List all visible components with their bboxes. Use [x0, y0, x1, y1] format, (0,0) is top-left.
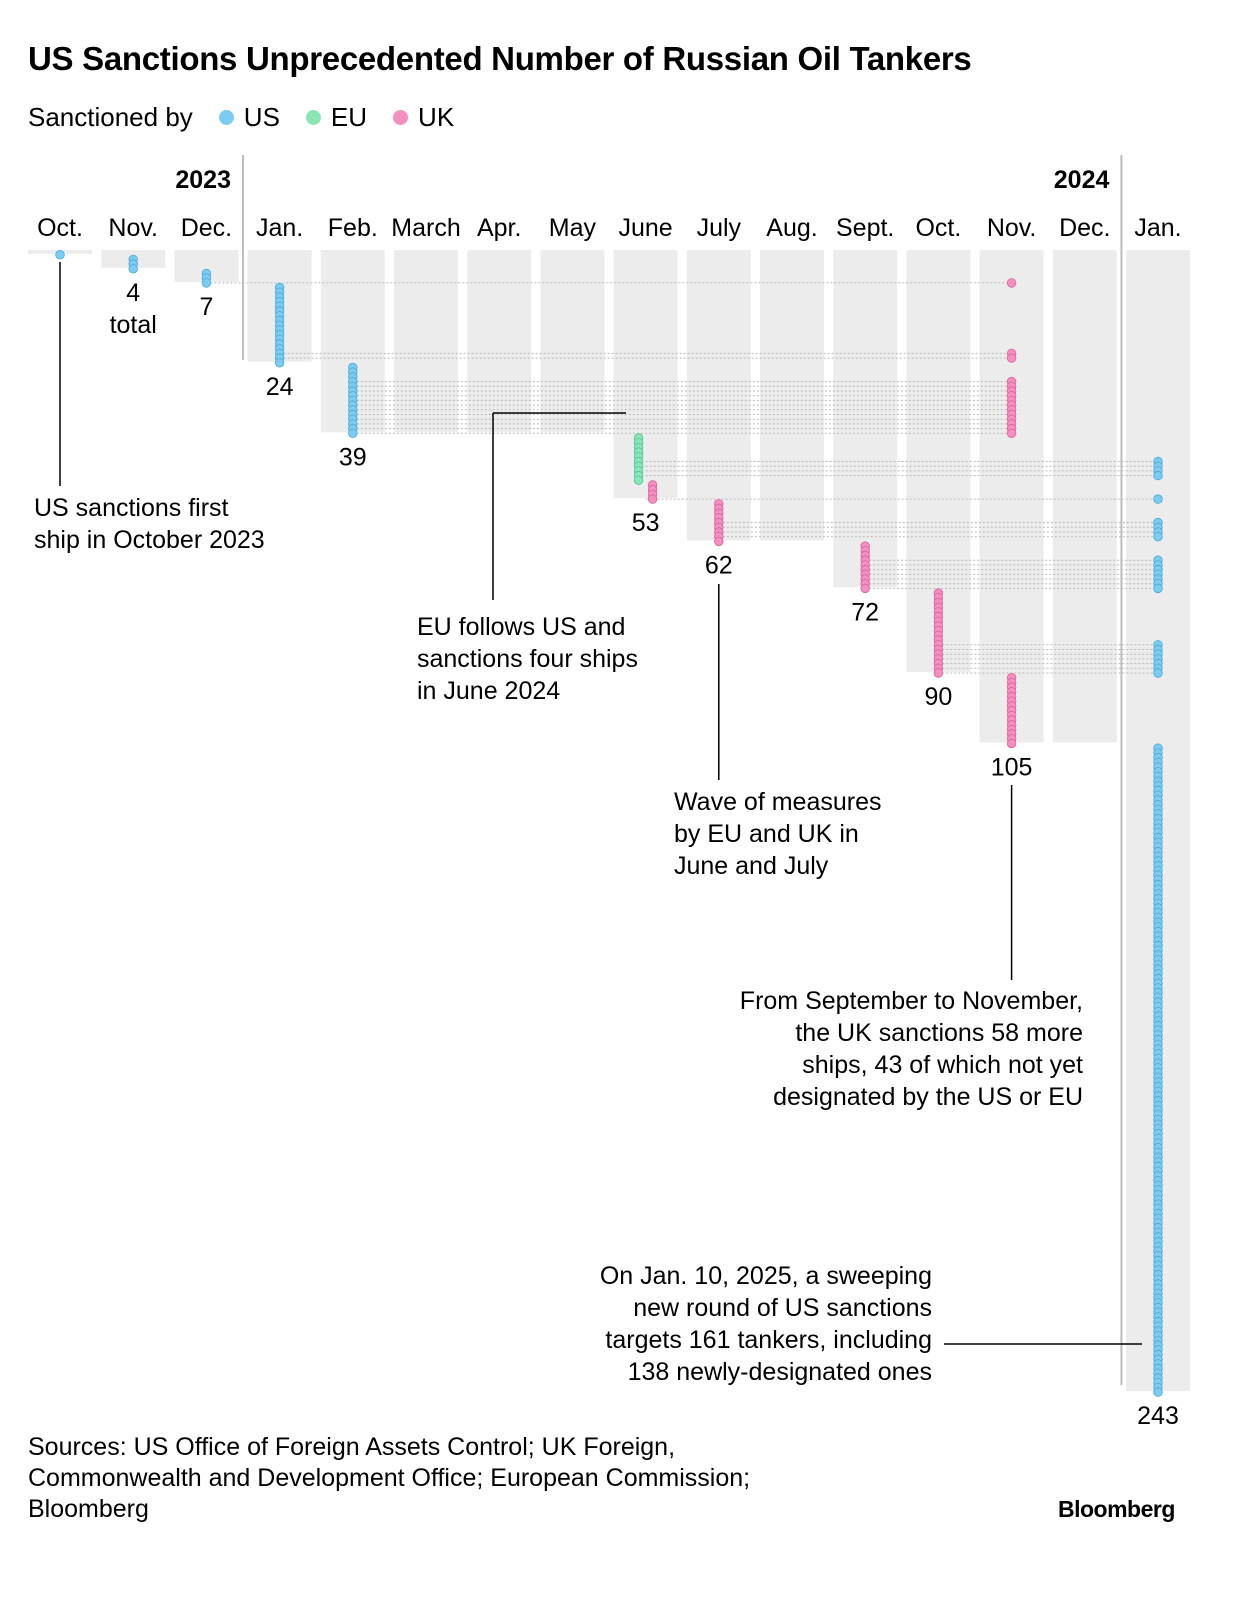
- month-label: Aug.: [766, 214, 817, 242]
- ship-dot-eu: [633, 475, 644, 486]
- legend-text-us: US: [243, 102, 280, 132]
- ship-dot-uk: [933, 668, 944, 678]
- annotation-uk-sept-nov: From September to November, the UK sanct…: [740, 985, 1083, 1113]
- redesignation-dot-us: [1153, 668, 1163, 678]
- ship-dot-uk: [714, 536, 724, 547]
- year-label: 2023: [175, 166, 231, 194]
- month-label: Jan.: [256, 214, 303, 242]
- ship-dot-us: [55, 249, 65, 260]
- ship-dot-uk: [860, 583, 870, 594]
- legend-item-us: US: [218, 102, 280, 133]
- month-column: [467, 250, 532, 433]
- month-label: Feb.: [328, 214, 378, 242]
- annotation-first-ship-line-2: ship in October 2023: [34, 526, 265, 554]
- ship-dot-us: [128, 264, 138, 274]
- annotation-eu-follows: EU follows US and sanctions four ships i…: [417, 611, 638, 707]
- month-column: [1052, 250, 1117, 743]
- legend-item-eu: EU: [305, 102, 368, 133]
- annotation-wave: Wave of measures by EU and UK in June an…: [674, 786, 881, 882]
- chart-title: US Sanctions Unprecedented Number of Rus…: [28, 40, 972, 77]
- sources-line-2: Commonwealth and Development Office; Eur…: [28, 1464, 751, 1492]
- month-label: Nov.: [108, 214, 158, 242]
- legend-swatch-uk: [393, 110, 409, 125]
- year-label: 2024: [1054, 166, 1110, 194]
- ship-dot-uk: [647, 494, 658, 504]
- legend-label: Sanctioned by: [28, 102, 193, 132]
- total-label: 105: [991, 754, 1033, 782]
- redesignation-dot-uk: [1006, 278, 1017, 288]
- annotation-uk-line-2: the UK sanctions 58 more: [795, 1019, 1083, 1047]
- legend-text-uk: UK: [418, 102, 455, 132]
- month-label: March: [391, 214, 460, 242]
- annotation-eu-follows-line-3: in June 2024: [417, 677, 561, 705]
- month-label: Dec.: [181, 214, 232, 242]
- annotation-jan-line-3: targets 161 tankers, including: [605, 1326, 932, 1354]
- legend-swatch-eu: [305, 110, 321, 125]
- annotation-jan-line-1: On Jan. 10, 2025, a sweeping: [599, 1262, 932, 1290]
- total-label: 24: [266, 373, 294, 401]
- total-label: 39: [339, 443, 367, 471]
- legend-swatch-us: [218, 110, 234, 125]
- redesignation-dot-us: [1153, 532, 1163, 542]
- legend-text-eu: EU: [330, 102, 368, 132]
- annotation-eu-follows-line-1: EU follows US and: [417, 613, 626, 641]
- month-column: [979, 250, 1044, 743]
- ship-dot-uk: [1006, 738, 1017, 749]
- annotation-uk-line-4: designated by the US or EU: [773, 1083, 1083, 1111]
- bloomberg-logo: Bloomberg: [1058, 1496, 1175, 1522]
- redesignation-dot-us: [1153, 494, 1163, 504]
- ship-dot-us: [201, 278, 212, 288]
- annotation-wave-line-3: June and July: [674, 852, 829, 880]
- redesignation-dot-us: [1153, 583, 1163, 594]
- month-label: Oct.: [915, 214, 961, 242]
- total-label: 62: [705, 551, 733, 579]
- legend-item-uk: UK: [393, 102, 454, 133]
- total-label: 53: [632, 509, 660, 537]
- month-label: May: [549, 214, 597, 242]
- annotation-wave-line-1: Wave of measures: [674, 788, 882, 816]
- annotation-eu-follows-line-2: sanctions four ships: [417, 645, 638, 673]
- total-label: 72: [851, 598, 879, 626]
- month-label: Jan.: [1134, 214, 1181, 242]
- total-suffix-label: total: [110, 311, 157, 339]
- month-label: June: [618, 214, 672, 242]
- annotation-first-ship: US sanctions first ship in October 2023: [34, 492, 265, 556]
- legend: Sanctioned by US EU UK: [28, 102, 454, 133]
- annotation-jan-line-4: 138 newly-designated ones: [627, 1358, 932, 1386]
- redesignation-dot-us: [1153, 470, 1163, 481]
- ship-dot-us: [274, 358, 285, 368]
- total-label: 7: [199, 293, 213, 321]
- annotation-uk-line-1: From September to November,: [739, 987, 1083, 1015]
- total-label: 4: [126, 279, 140, 307]
- sources-line-1: Sources: US Office of Foreign Assets Con…: [28, 1433, 676, 1461]
- month-column: [613, 250, 678, 499]
- month-column: [394, 250, 458, 433]
- ship-dot-us: [348, 428, 358, 439]
- annotation-jan-line-2: new round of US sanctions: [633, 1294, 932, 1322]
- sources-line-3: Bloomberg: [28, 1495, 149, 1523]
- ship-dot-us: [1153, 1387, 1163, 1397]
- month-label: Oct.: [37, 214, 83, 242]
- redesignation-dot-uk: [1006, 353, 1017, 363]
- annotation-uk-line-3: ships, 43 of which not yet: [802, 1051, 1083, 1079]
- month-label: July: [697, 214, 742, 242]
- annotation-first-ship-line-1: US sanctions first: [34, 494, 229, 522]
- month-label: Nov.: [987, 214, 1037, 242]
- annotation-jan-2025: On Jan. 10, 2025, a sweeping new round o…: [600, 1260, 932, 1388]
- annotation-wave-line-2: by EU and UK in: [674, 820, 859, 848]
- total-label: 90: [924, 683, 952, 711]
- redesignation-dot-uk: [1006, 428, 1017, 439]
- month-label: Apr.: [477, 214, 521, 242]
- month-label: Sept.: [836, 214, 894, 242]
- month-column: [540, 250, 605, 433]
- total-label: 243: [1137, 1402, 1179, 1430]
- sources: Sources: US Office of Foreign Assets Con…: [28, 1432, 750, 1525]
- month-label: Dec.: [1059, 214, 1110, 242]
